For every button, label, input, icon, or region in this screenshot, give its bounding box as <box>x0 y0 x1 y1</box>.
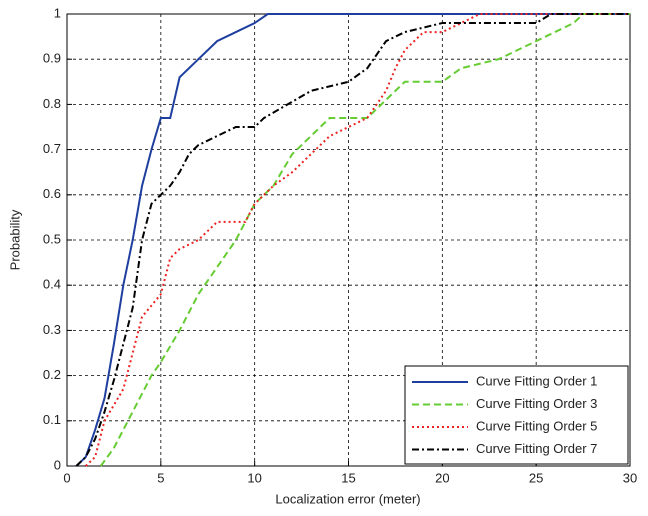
x-tick-label: 25 <box>529 470 543 485</box>
line-series <box>85 13 630 467</box>
y-tick-label: 0.8 <box>43 96 61 111</box>
x-tick-label: 10 <box>247 470 261 485</box>
x-tick-label: 5 <box>157 470 164 485</box>
x-tick-label: 30 <box>623 470 637 485</box>
x-tick-label: 0 <box>63 470 70 485</box>
x-tick-label: 15 <box>341 470 355 485</box>
x-tick-label: 20 <box>435 470 449 485</box>
line-series <box>75 13 630 467</box>
y-tick-label: 0.7 <box>43 141 61 156</box>
y-tick-label: 0 <box>54 457 61 472</box>
y-tick-label: 0.3 <box>43 322 61 337</box>
y-axis-label: Probability <box>7 209 22 270</box>
line-series <box>99 13 630 467</box>
y-tick-label: 0.9 <box>43 51 61 66</box>
y-tick-label: 1 <box>54 5 61 20</box>
y-tick-label: 0.5 <box>43 231 61 246</box>
x-axis-label: Localization error (meter) <box>275 491 420 506</box>
legend-label: Curve Fitting Order 1 <box>476 373 597 388</box>
y-tick-label: 0.6 <box>43 186 61 201</box>
legend-label: Curve Fitting Order 5 <box>476 418 597 433</box>
legend-label: Curve Fitting Order 3 <box>476 396 597 411</box>
line-series <box>75 13 630 467</box>
legend-label: Curve Fitting Order 7 <box>476 441 597 456</box>
y-tick-label: 0.2 <box>43 367 61 382</box>
y-tick-label: 0.1 <box>43 412 61 427</box>
y-tick-label: 0.4 <box>43 277 61 292</box>
